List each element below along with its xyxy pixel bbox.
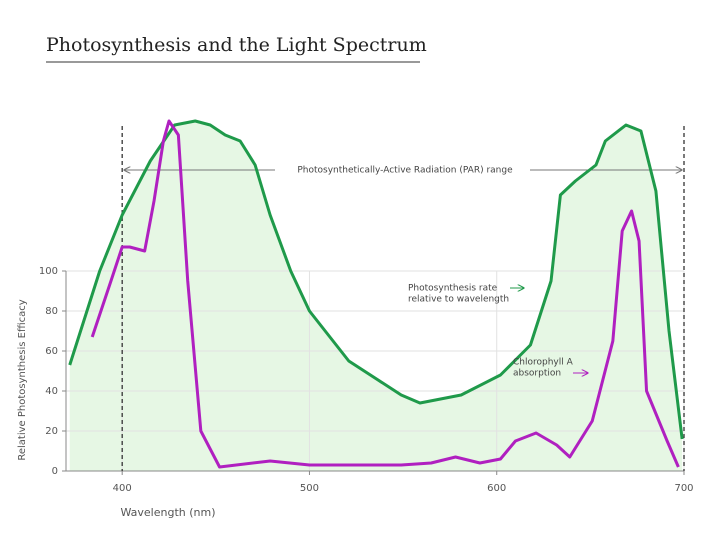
x-tick-label: 700 [674, 483, 693, 494]
par-label: Photosynthetically-Active Radiation (PAR… [297, 166, 513, 176]
x-tick-label: 500 [300, 483, 319, 494]
y-tick-label: 0 [52, 466, 58, 477]
y-tick-label: 80 [45, 306, 58, 317]
x-axis-label: Wavelength (nm) [120, 506, 215, 519]
y-axis-label: Relative Photosynthesis Efficacy [17, 299, 28, 460]
y-tick-label: 60 [45, 346, 58, 357]
y-tick-label: 20 [45, 426, 58, 437]
x-tick-label: 600 [487, 483, 506, 494]
chl-label-2: absorption [513, 369, 561, 379]
rate-label-1: Photosynthesis rate [408, 284, 498, 294]
area [69, 121, 683, 471]
chart-title: Photosynthesis and the Light Spectrum [46, 34, 427, 56]
y-tick-label: 40 [45, 386, 58, 397]
y-tick-label: 100 [39, 266, 58, 277]
line [90, 119, 680, 469]
chl-label-1: Chlorophyll A [513, 358, 574, 368]
line [68, 119, 684, 440]
rate-label-2: relative to wavelength [408, 295, 509, 305]
plot: 0 20 40 60 80 100 400 500 600 700 [39, 119, 694, 494]
x-tick-label: 400 [113, 483, 132, 494]
